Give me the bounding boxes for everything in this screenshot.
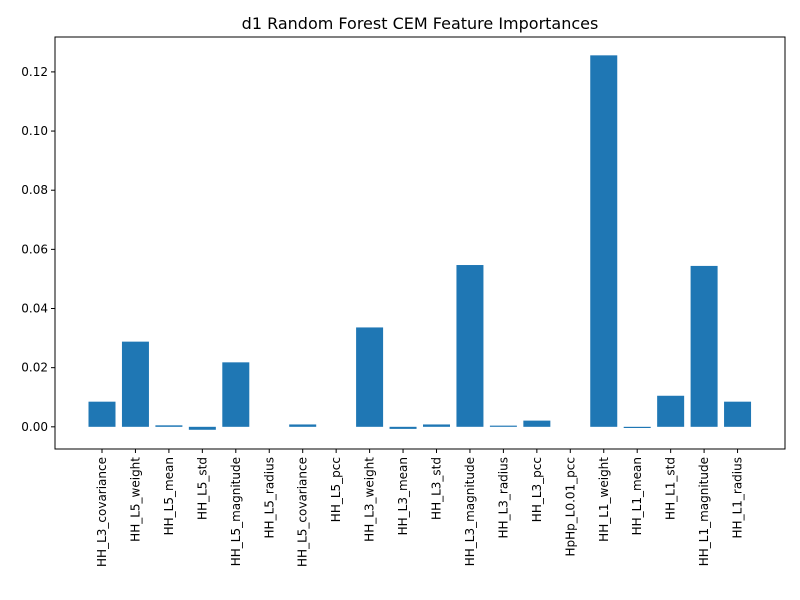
x-tick-label: HH_L1_std — [664, 457, 678, 520]
x-tick-label: HH_L1_mean — [630, 457, 644, 535]
x-tick-label: HH_L3_weight — [363, 457, 377, 542]
y-tick-label: 0.00 — [21, 420, 48, 434]
x-tick-label: HH_L3_mean — [396, 457, 410, 535]
x-tick-label: HH_L3_std — [430, 457, 444, 520]
x-tick-label: HH_L5_radius — [262, 457, 276, 538]
bar-HH_L3_weight — [356, 327, 384, 427]
bar-HH_L1_weight — [590, 55, 618, 427]
bar-HH_L5_weight — [121, 341, 149, 427]
bar-HH_L5_covariance — [289, 424, 317, 427]
y-tick-label: 0.06 — [21, 242, 48, 256]
bar-HH_L3_std — [423, 424, 450, 427]
bar-HH_L1_mean — [623, 426, 651, 428]
bar-HH_L1_magnitude — [690, 265, 718, 427]
x-tick-label: HH_L5_magnitude — [229, 457, 243, 566]
bars-group — [88, 55, 752, 430]
chart-title: d1 Random Forest CEM Feature Importances — [242, 14, 599, 33]
x-tick-label: HH_L5_weight — [128, 457, 142, 542]
x-tick-label: HH_L3_covariance — [95, 457, 109, 567]
x-tick-label: HH_L3_magnitude — [463, 457, 477, 566]
bar-HH_L5_std — [188, 426, 216, 430]
x-tick-label: HH_L3_radius — [496, 457, 510, 538]
y-tick-label: 0.02 — [21, 361, 48, 375]
x-axis: HH_L3_covariance HH_L5_weight HH_L5_mean HH… — [95, 449, 745, 567]
bar-HH_L5_mean — [155, 425, 183, 427]
bar-HH_L3_radius — [489, 425, 517, 427]
y-tick-label: 0.04 — [21, 302, 48, 316]
x-tick-label: HpHp_L0.01_pcc — [563, 457, 577, 557]
y-axis: 0.00 0.02 0.04 0.06 0.08 0.10 0.12 — [21, 65, 55, 434]
y-tick-label: 0.12 — [21, 65, 48, 79]
x-tick-label: HH_L5_covariance — [296, 457, 310, 567]
bar-HH_L1_radius — [724, 401, 752, 427]
x-tick-label: HH_L3_pcc — [530, 457, 544, 522]
x-tick-label: HH_L1_weight — [597, 457, 611, 542]
bar-HH_L3_pcc — [523, 420, 551, 427]
x-tick-label: HH_L1_magnitude — [697, 457, 711, 566]
plot-frame — [54, 36, 786, 450]
bar-HH_L3_mean — [389, 426, 417, 429]
bar-HH_L3_magnitude — [456, 265, 484, 427]
y-tick-label: 0.08 — [21, 183, 48, 197]
x-tick-label: HH_L5_std — [195, 457, 209, 520]
bar-HH_L3_covariance — [88, 401, 116, 427]
y-tick-label: 0.10 — [21, 124, 48, 138]
bar-HH_L5_magnitude — [222, 362, 250, 427]
bar-HH_L1_std — [657, 395, 685, 427]
x-tick-label: HH_L5_pcc — [329, 457, 343, 522]
x-tick-label: HH_L5_mean — [162, 457, 176, 535]
x-tick-label: HH_L1_radius — [731, 457, 745, 538]
